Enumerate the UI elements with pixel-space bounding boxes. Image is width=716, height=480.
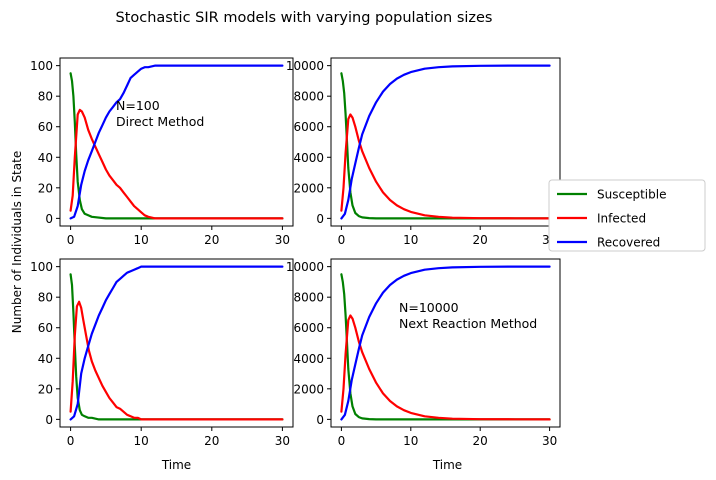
legend-label-recovered: Recovered — [597, 236, 660, 250]
y-tick-label: 4000 — [293, 151, 324, 165]
panel-annotation: Next Reaction Method — [399, 316, 537, 331]
y-tick-label: 8000 — [293, 90, 324, 104]
x-tick-label: 20 — [204, 434, 219, 448]
y-tick-label: 100 — [30, 260, 53, 274]
y-tick-label: 60 — [38, 120, 53, 134]
y-tick-label: 6000 — [293, 321, 324, 335]
y-tick-label: 80 — [38, 90, 53, 104]
figure-title: Stochastic SIR models with varying popul… — [116, 10, 493, 26]
series-line-susceptible — [340, 273, 551, 421]
legend-label-infected: Infected — [597, 212, 646, 226]
x-tick-label: 0 — [338, 434, 346, 448]
x-tick-label: 10 — [403, 434, 418, 448]
y-tick-label: 20 — [38, 382, 53, 396]
series-line-susceptible — [69, 72, 284, 220]
y-tick-label: 100 — [30, 59, 53, 73]
series-line-susceptible — [69, 273, 284, 421]
series-line-recovered — [340, 64, 551, 220]
y-tick-label: 80 — [38, 291, 53, 305]
x-tick-label: 0 — [338, 233, 346, 247]
series-line-recovered — [69, 64, 284, 220]
y-tick-label: 8000 — [293, 291, 324, 305]
y-tick-label: 40 — [38, 151, 53, 165]
series-line-infected — [340, 314, 551, 421]
y-tick-label: 10000 — [286, 260, 324, 274]
y-tick-label: 6000 — [293, 120, 324, 134]
x-tick-label: 30 — [542, 434, 557, 448]
series-group — [340, 265, 551, 421]
legend-frame — [548, 179, 706, 252]
x-axis-label-right: Time — [432, 458, 462, 472]
axes-frame — [59, 57, 294, 227]
axes-frame — [330, 258, 561, 428]
panel-annotation: Direct Method — [116, 114, 204, 129]
x-tick-label: 20 — [204, 233, 219, 247]
y-tick-label: 40 — [38, 352, 53, 366]
series-group — [69, 64, 284, 220]
y-tick-label: 0 — [45, 212, 53, 226]
series-line-infected — [69, 300, 284, 421]
y-tick-label: 60 — [38, 321, 53, 335]
series-line-infected — [69, 108, 284, 220]
axes-frame — [330, 57, 561, 227]
y-tick-label: 0 — [316, 212, 324, 226]
subplot-p3: 0 10 20 30 0 20 40 60 80 100 — [30, 258, 294, 448]
legend: Susceptible Infected Recovered — [548, 179, 706, 252]
series-group — [69, 265, 284, 421]
subplot-p4: 0 10 20 30 0 2000 4000 6000 8000 10000 N=10000Next… — [286, 258, 561, 448]
y-tick-label: 0 — [316, 413, 324, 427]
axes-frame — [59, 258, 294, 428]
x-axis-label-left: Time — [161, 458, 191, 472]
panel-annotation: N=10000 — [399, 300, 459, 315]
y-axis-label: Number of Individuals in State — [10, 151, 24, 333]
y-tick-label: 4000 — [293, 352, 324, 366]
y-tick-label: 2000 — [293, 382, 324, 396]
y-tick-label: 0 — [45, 413, 53, 427]
series-line-susceptible — [340, 72, 551, 220]
y-tick-label: 20 — [38, 181, 53, 195]
series-line-infected — [340, 113, 551, 220]
y-tick-label: 2000 — [293, 181, 324, 195]
x-tick-label: 0 — [67, 434, 75, 448]
x-tick-label: 10 — [134, 434, 149, 448]
legend-label-susceptible: Susceptible — [597, 188, 666, 202]
series-line-recovered — [340, 265, 551, 421]
x-tick-label: 10 — [403, 233, 418, 247]
series-group — [340, 64, 551, 220]
panel-annotation: N=100 — [116, 98, 160, 113]
x-tick-label: 10 — [134, 233, 149, 247]
x-tick-label: 20 — [473, 434, 488, 448]
y-tick-label: 10000 — [286, 59, 324, 73]
series-line-recovered — [69, 265, 284, 421]
x-tick-label: 30 — [275, 233, 290, 247]
x-tick-label: 30 — [275, 434, 290, 448]
x-tick-label: 0 — [67, 233, 75, 247]
x-tick-label: 20 — [473, 233, 488, 247]
